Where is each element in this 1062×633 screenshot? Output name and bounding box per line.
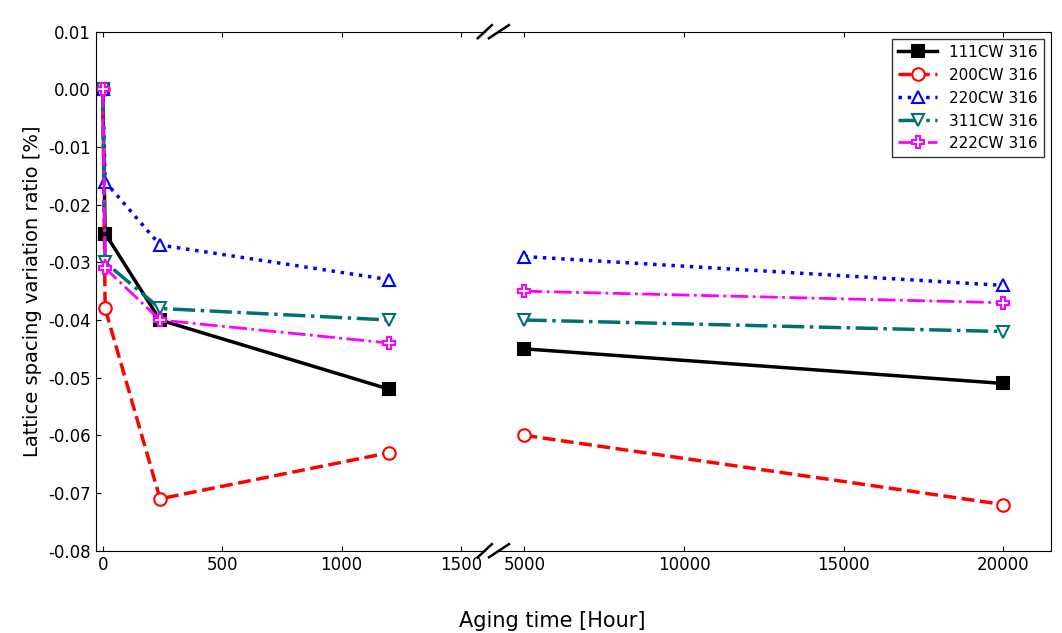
- Text: Aging time [Hour]: Aging time [Hour]: [459, 611, 646, 630]
- Y-axis label: Lattice spacing variation ratio [%]: Lattice spacing variation ratio [%]: [23, 125, 42, 457]
- Legend: 111CW 316, 200CW 316, 220CW 316, 311CW 316, 222CW 316: 111CW 316, 200CW 316, 220CW 316, 311CW 3…: [892, 39, 1044, 158]
